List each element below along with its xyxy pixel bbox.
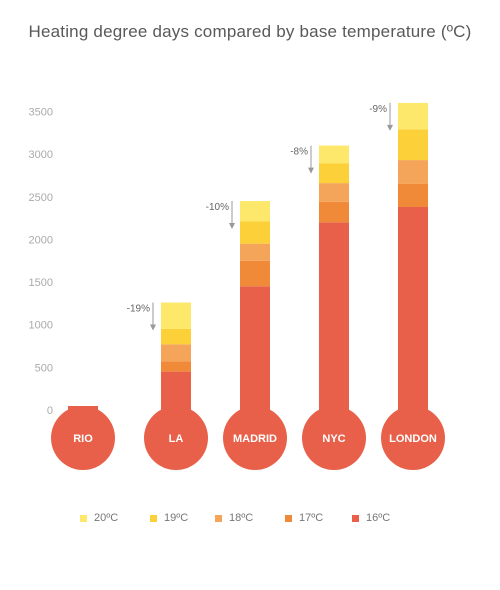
bulb <box>302 406 366 470</box>
bar-segment <box>319 201 349 223</box>
bar-segment <box>319 222 349 410</box>
legend: 20ºC 19ºC 18ºC 17ºC 16ºC <box>80 512 410 528</box>
annotation-arrow-head <box>229 223 235 230</box>
category-label: RIO <box>73 433 93 445</box>
bar-segment <box>161 371 191 410</box>
legend-swatch <box>80 514 87 522</box>
bar-segment <box>319 145 349 164</box>
bar-segment <box>398 183 428 207</box>
y-tick-label: 500 <box>35 362 53 374</box>
bar-segment <box>398 129 428 161</box>
legend-label: 16ºC <box>366 512 391 524</box>
bulb <box>381 406 445 470</box>
legend-label: 20ºC <box>94 512 119 524</box>
category-label: LONDON <box>389 433 437 445</box>
chart-title: Heating degree days compared by base tem… <box>28 22 472 41</box>
bar-segment <box>398 160 428 184</box>
legend-label: 19ºC <box>164 512 189 524</box>
legend-swatch <box>285 514 292 522</box>
bar-segment <box>240 201 270 222</box>
annotation-label: -19% <box>127 304 150 315</box>
y-tick-label: 1000 <box>29 320 53 332</box>
y-tick-label: 2500 <box>29 192 53 204</box>
legend-label: 17ºC <box>299 512 324 524</box>
bar-segment <box>319 183 349 202</box>
legend-swatch <box>150 514 157 522</box>
bulb <box>223 406 287 470</box>
bar-segment <box>240 260 270 287</box>
bar-segment <box>240 221 270 244</box>
annotation-label: -8% <box>290 147 308 158</box>
annotation-arrow-head <box>150 324 156 331</box>
legend-swatch <box>352 514 359 522</box>
legend-item: 19ºC <box>150 512 188 524</box>
legend-label: 18ºC <box>229 512 254 524</box>
bar-segment <box>161 344 191 362</box>
legend-swatch <box>215 514 222 522</box>
bar-segment <box>161 328 191 345</box>
annotation-label: -10% <box>206 202 229 213</box>
bar-segment <box>161 361 191 372</box>
bulb <box>144 406 208 470</box>
category-label: MADRID <box>233 433 277 445</box>
y-tick-label: 3500 <box>29 106 53 118</box>
category-label: NYC <box>322 433 345 445</box>
y-tick-label: 0 <box>47 405 53 417</box>
bar-segment <box>161 302 191 329</box>
bulb <box>51 406 115 470</box>
category-label: LA <box>169 433 184 445</box>
legend-item: 16ºC <box>352 512 390 524</box>
y-tick-label: 1500 <box>29 277 53 289</box>
legend-item: 18ºC <box>215 512 253 524</box>
bar-segment <box>398 206 428 410</box>
bar-segment <box>240 243 270 261</box>
annotation-arrow-head <box>387 124 393 131</box>
legend-item: 20ºC <box>80 512 118 524</box>
annotation-arrow-head <box>308 167 314 174</box>
bar-segment <box>398 102 428 130</box>
annotation-label: -9% <box>369 104 387 115</box>
y-tick-label: 2000 <box>29 234 53 246</box>
bar-segment <box>240 286 270 410</box>
legend-item: 17ºC <box>285 512 323 524</box>
bar-segment <box>319 163 349 184</box>
y-tick-label: 3000 <box>29 149 53 161</box>
